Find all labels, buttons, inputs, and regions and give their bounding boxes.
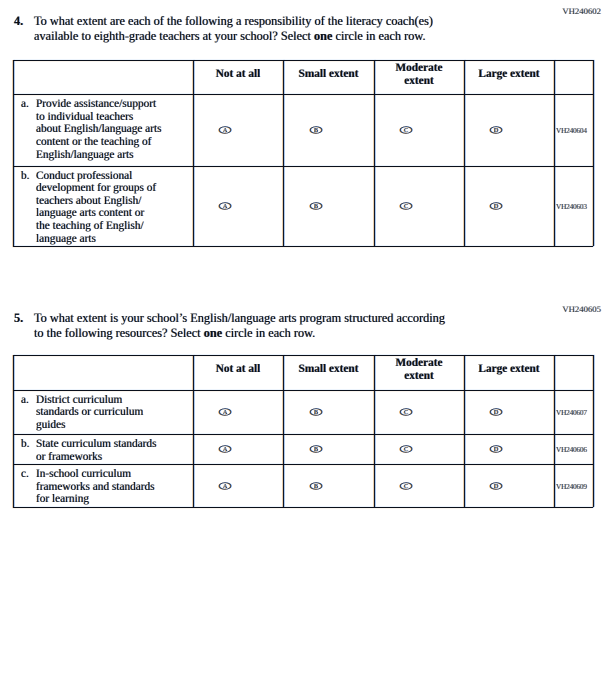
svg-text:D: D xyxy=(494,128,499,134)
svg-text:C: C xyxy=(404,128,408,134)
svg-text:A: A xyxy=(223,128,228,134)
svg-text:D: D xyxy=(494,410,499,416)
svg-text:A: A xyxy=(223,204,228,210)
svg-text:B: B xyxy=(313,128,317,134)
svg-text:A: A xyxy=(223,484,228,490)
svg-text:C: C xyxy=(404,204,408,210)
svg-text:B: B xyxy=(313,204,317,210)
svg-text:B: B xyxy=(313,484,317,490)
svg-text:C: C xyxy=(404,410,408,416)
svg-text:C: C xyxy=(404,484,408,490)
svg-text:D: D xyxy=(494,447,499,453)
svg-text:A: A xyxy=(223,447,228,453)
svg-text:D: D xyxy=(494,484,499,490)
svg-text:A: A xyxy=(223,410,228,416)
svg-text:B: B xyxy=(313,410,317,416)
svg-text:B: B xyxy=(313,447,317,453)
svg-text:C: C xyxy=(404,447,408,453)
svg-text:D: D xyxy=(494,204,499,210)
